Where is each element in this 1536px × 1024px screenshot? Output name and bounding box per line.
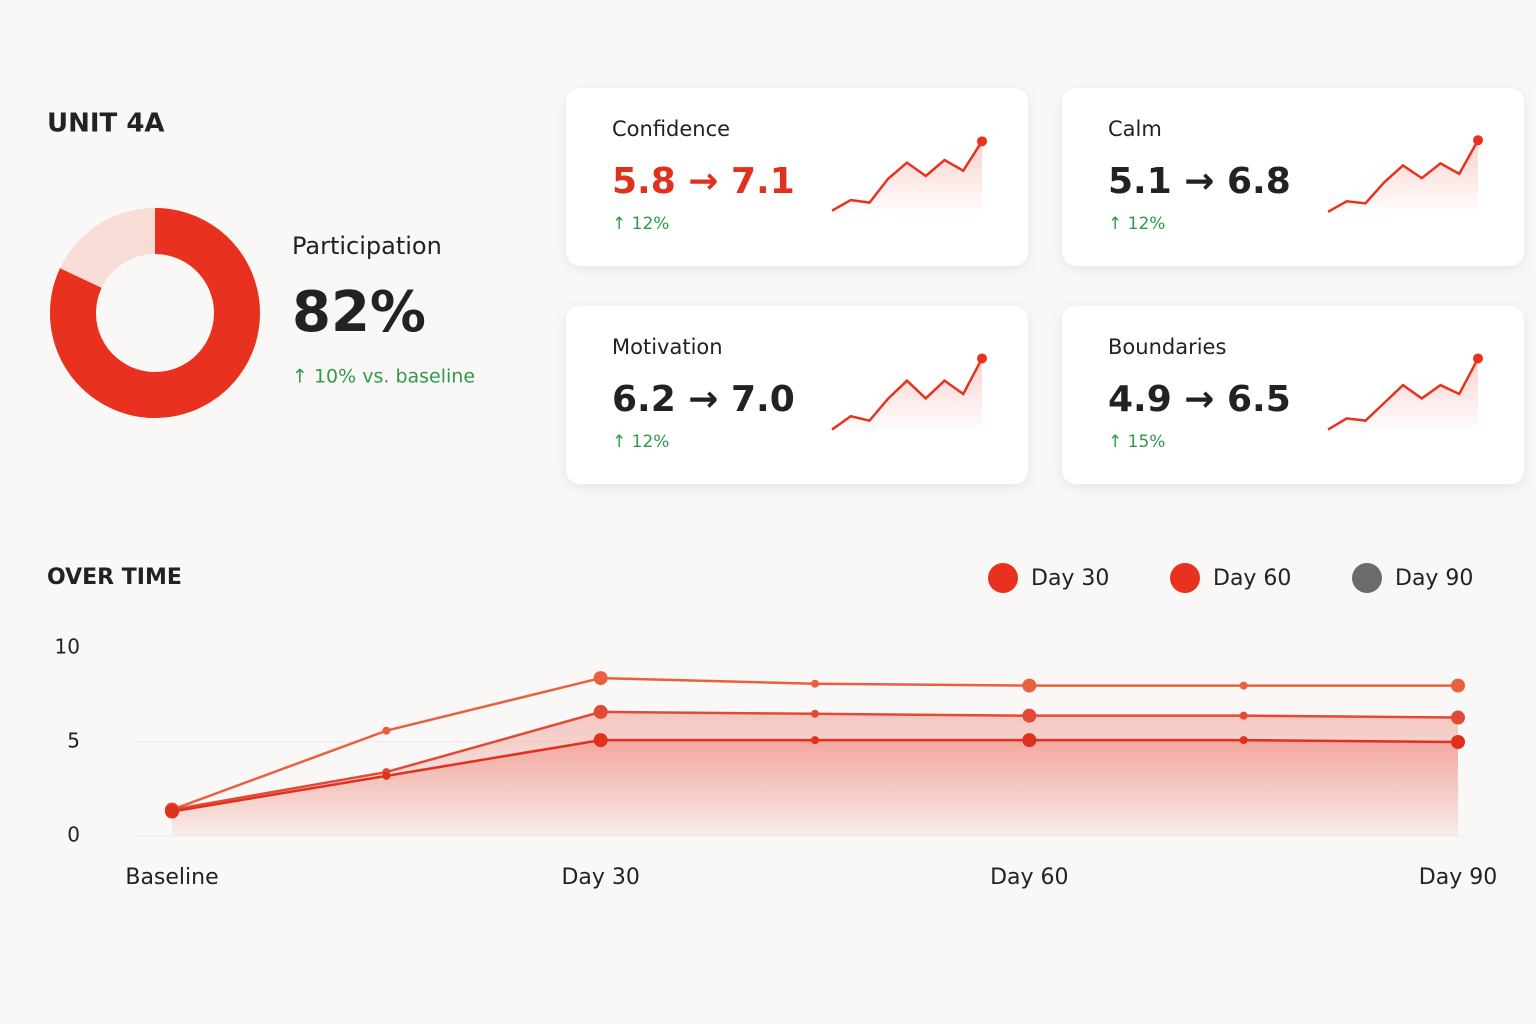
point (1239, 736, 1248, 745)
sparkline-end (1473, 353, 1483, 364)
x-tick-label: Day 90 (1419, 865, 1497, 890)
card-delta: ↑ 12% (1108, 214, 1165, 234)
card-value: 5.1 → 6.8 (1108, 161, 1291, 202)
y-tick-label: 10 (55, 635, 80, 659)
card-value: 6.2 → 7.0 (612, 379, 795, 420)
sparkline (831, 357, 984, 431)
card-delta: ↑ 15% (1108, 432, 1165, 452)
sparkline-end (977, 136, 987, 147)
y-tick-label: 5 (67, 729, 80, 753)
card-value: 4.9 → 6.5 (1108, 379, 1291, 420)
point (811, 709, 819, 718)
point (1022, 678, 1037, 693)
point (1022, 708, 1037, 723)
legend-dot (1352, 563, 1382, 593)
point (593, 671, 608, 686)
legend-dot (988, 563, 1018, 593)
card-title: Boundaries (1108, 335, 1226, 359)
card-title: Motivation (612, 335, 723, 359)
point (382, 726, 391, 735)
kpi-label: Participation (292, 232, 442, 260)
x-tick-label: Day 60 (990, 865, 1068, 890)
legend-label: Day 30 (1031, 566, 1109, 591)
x-tick-label: Day 30 (561, 865, 639, 890)
card-delta: ↑ 12% (612, 432, 669, 452)
card (1062, 306, 1524, 484)
sparkline (1327, 357, 1480, 431)
section-title: OVER TIME (47, 565, 182, 590)
card (566, 88, 1028, 266)
legend-label: Day 60 (1213, 566, 1291, 591)
point (811, 736, 819, 745)
point (593, 733, 608, 748)
point (382, 771, 391, 780)
kpi-value: 82% (292, 280, 426, 345)
kpi-delta: ↑ 10% vs. baseline (292, 366, 475, 388)
point (1451, 678, 1465, 693)
sparkline-end (1473, 135, 1483, 146)
sparkline (1327, 139, 1480, 213)
y-tick-label: 0 (67, 823, 80, 847)
x-tick-label: Baseline (125, 865, 218, 890)
legend-label: Day 90 (1395, 566, 1473, 591)
area (172, 740, 1458, 836)
legend-dot (1170, 563, 1200, 593)
donut-arc (50, 208, 260, 418)
point (1239, 711, 1248, 720)
point (1239, 681, 1248, 690)
sparkline-area (1328, 358, 1478, 434)
point (1022, 733, 1037, 748)
point (165, 804, 179, 819)
sparkline-area (832, 358, 982, 434)
sparkline (831, 140, 984, 212)
card-delta: ↑ 12% (612, 214, 669, 234)
point (593, 704, 608, 719)
sparkline-area (1328, 140, 1478, 216)
card (1062, 88, 1524, 266)
sparkline-end (977, 353, 987, 364)
card-value: 5.8 → 7.1 (612, 161, 795, 202)
card-title: Calm (1108, 117, 1162, 141)
point (811, 679, 819, 688)
unit-title: UNIT 4A (47, 109, 165, 139)
point (1451, 735, 1465, 749)
card-title: Confidence (612, 117, 730, 141)
point (1451, 710, 1465, 725)
card (566, 306, 1028, 484)
